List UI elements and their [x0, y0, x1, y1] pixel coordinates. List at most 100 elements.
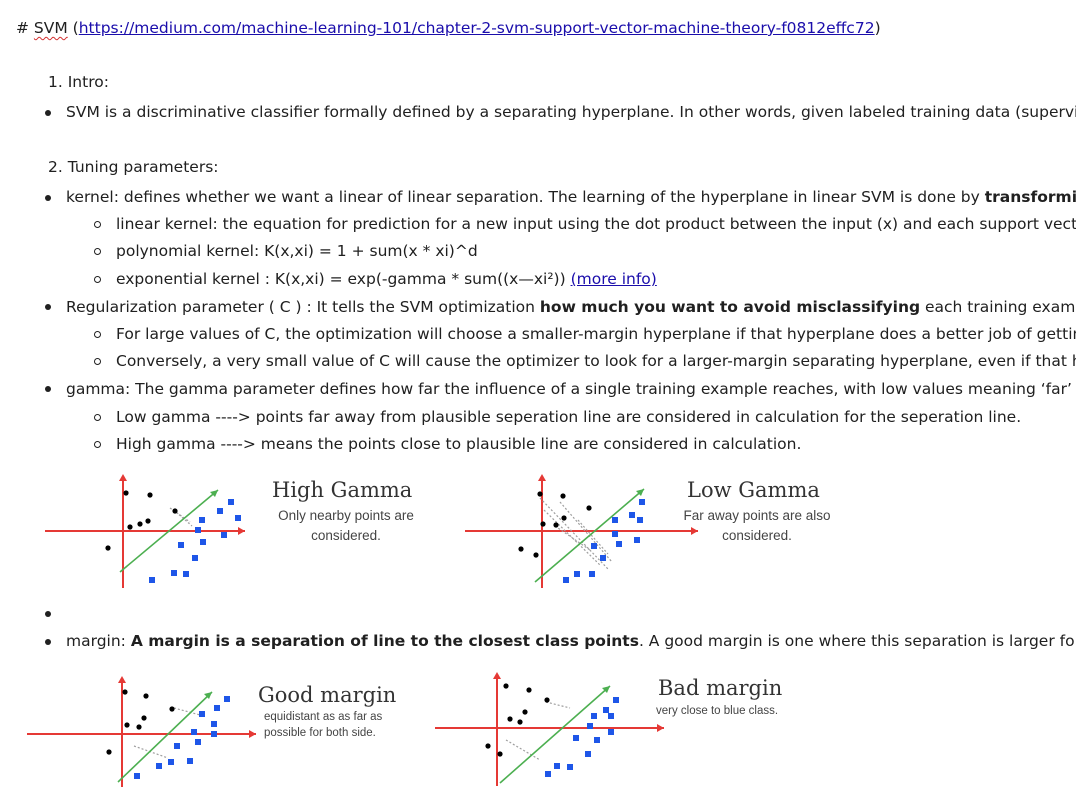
y-axis-arrow — [118, 676, 126, 683]
heading-link[interactable]: https://medium.com/machine-learning-101/… — [78, 19, 875, 37]
class-point-blue — [612, 517, 618, 523]
kernel-item-polynomial: polynomial kernel: K(x,xi) = 1 + sum(x *… — [116, 242, 478, 260]
intro-bullet-text: SVM is a discriminative classifier forma… — [66, 103, 1076, 121]
class-point-blue — [168, 759, 174, 765]
regularization-item-small-c: Conversely, a very small value of C will… — [116, 352, 1076, 370]
class-point-blue — [629, 512, 635, 518]
gamma-bullet-text: gamma: The gamma parameter defines how f… — [66, 380, 1076, 398]
class-point-blue — [563, 577, 569, 583]
class-point-black — [503, 683, 509, 689]
class-point-black — [136, 724, 142, 730]
class-point-blue — [134, 773, 140, 779]
more-info-link[interactable]: (more info) — [570, 270, 657, 288]
sub-bullet-icon — [94, 358, 101, 365]
class-point-blue — [616, 541, 622, 547]
class-point-black — [172, 508, 178, 514]
class-point-black — [105, 545, 111, 551]
class-point-blue — [591, 713, 597, 719]
class-point-blue — [612, 531, 618, 537]
class-point-blue — [199, 517, 205, 523]
regularization-item-large-c: For large values of C, the optimization … — [116, 325, 1076, 343]
separating-line — [499, 685, 611, 784]
class-point-black — [106, 749, 112, 755]
bullet-icon — [45, 195, 51, 201]
high-gamma-subtitle: Only nearby points are considered. — [278, 508, 414, 543]
class-point-blue — [211, 731, 217, 737]
class-point-blue — [199, 711, 205, 717]
gamma-item-high: High gamma ----> means the points close … — [116, 435, 802, 453]
separating-line — [117, 691, 213, 783]
influence-line — [559, 501, 613, 563]
class-point-blue — [585, 751, 591, 757]
class-point-black — [507, 716, 513, 722]
separating-line-arrow — [636, 489, 644, 496]
influence-line — [175, 511, 193, 527]
class-point-blue — [545, 771, 551, 777]
bullet-icon — [45, 386, 51, 392]
sub-bullet-icon — [94, 441, 101, 448]
class-point-black — [497, 751, 503, 757]
class-point-black — [145, 518, 151, 524]
class-point-black — [537, 491, 543, 497]
class-point-blue — [195, 739, 201, 745]
class-point-black — [533, 552, 539, 558]
class-point-blue — [214, 705, 220, 711]
class-point-black — [127, 524, 133, 530]
separating-line-arrow — [204, 692, 212, 699]
class-point-black — [540, 521, 546, 527]
class-point-black — [124, 722, 130, 728]
class-point-blue — [608, 713, 614, 719]
influence-line — [577, 519, 609, 555]
class-point-blue — [156, 763, 162, 769]
x-axis-arrow — [657, 724, 664, 732]
class-point-blue — [183, 571, 189, 577]
class-point-blue — [637, 517, 643, 523]
class-point-blue — [195, 527, 201, 533]
class-point-blue — [589, 571, 595, 577]
class-point-blue — [567, 764, 573, 770]
low-gamma-title: Low Gamma — [687, 478, 820, 502]
class-point-blue — [224, 696, 230, 702]
class-point-black — [518, 546, 524, 552]
class-point-black — [123, 490, 129, 496]
sub-bullet-icon — [94, 221, 101, 228]
class-point-blue — [600, 555, 606, 561]
class-point-black — [169, 706, 175, 712]
class-point-black — [560, 493, 566, 499]
class-point-black — [143, 693, 149, 699]
class-point-blue — [217, 508, 223, 514]
y-axis-arrow — [538, 474, 546, 481]
kernel-item-exponential: exponential kernel : K(x,xi) = exp(-gamm… — [116, 270, 657, 288]
intro-number-label: 1. Intro: — [48, 73, 109, 91]
class-point-blue — [573, 735, 579, 741]
bad-margin-plot — [435, 672, 664, 786]
doc-heading: # SVM (https://medium.com/machine-learni… — [16, 19, 881, 37]
class-point-blue — [149, 577, 155, 583]
class-point-black — [485, 743, 491, 749]
bullet-icon — [45, 639, 51, 645]
x-axis-arrow — [691, 527, 698, 535]
class-point-black — [517, 719, 523, 725]
class-point-blue — [211, 721, 217, 727]
influence-line — [539, 497, 609, 570]
separating-line — [534, 488, 645, 583]
kernel-item-linear: linear kernel: the equation for predicti… — [116, 215, 1076, 233]
class-point-black — [553, 522, 559, 528]
influence-line — [505, 739, 541, 761]
class-point-blue — [174, 743, 180, 749]
class-point-blue — [187, 758, 193, 764]
low-gamma-plot — [465, 474, 698, 588]
class-point-blue — [235, 515, 241, 521]
low-gamma-subtitle: Far away points are also considered. — [683, 508, 831, 543]
class-point-blue — [554, 763, 560, 769]
separating-line-arrow — [602, 686, 610, 693]
good-margin-title: Good margin — [258, 683, 397, 707]
class-point-black — [526, 687, 532, 693]
class-point-blue — [574, 571, 580, 577]
y-axis-arrow — [493, 672, 501, 679]
good-margin-plot — [27, 676, 256, 787]
class-point-blue — [178, 542, 184, 548]
bullet-icon — [45, 110, 51, 116]
bad-margin-title: Bad margin — [658, 676, 783, 700]
class-point-blue — [603, 707, 609, 713]
